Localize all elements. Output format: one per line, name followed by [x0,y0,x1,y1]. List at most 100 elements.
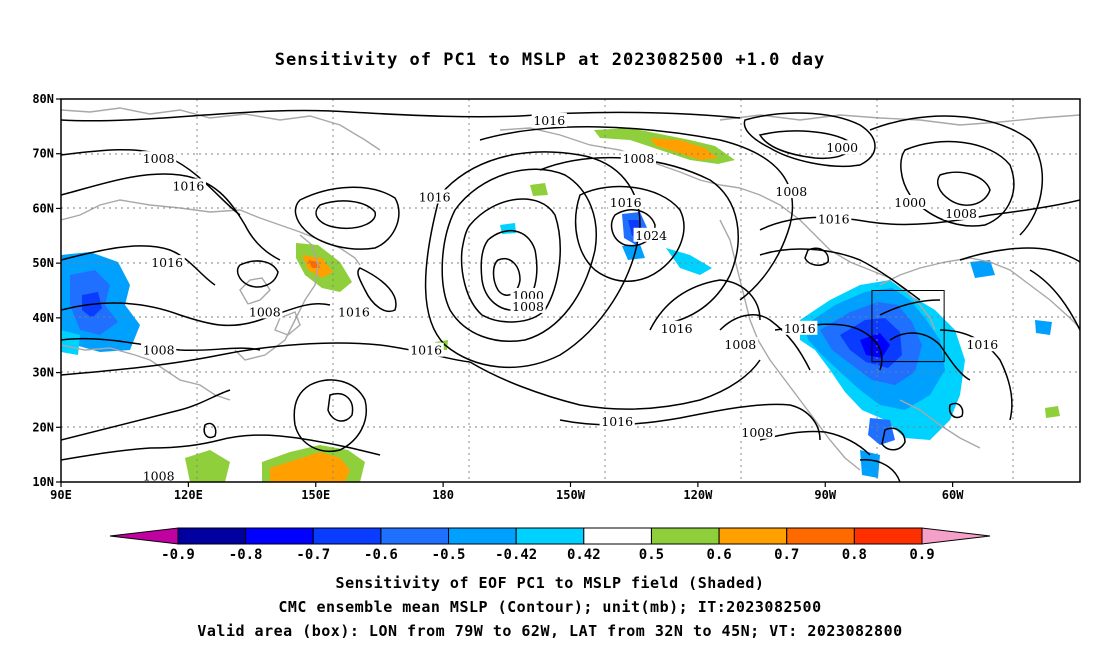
colorbar-segment [380,527,450,545]
colorbar-label: 0.7 [774,547,799,563]
colorbar-label: -0.5 [432,547,466,563]
colorbar-segment [448,527,517,545]
contour-label: 1008 [512,299,544,314]
contour-label-bg [722,337,758,352]
contour-label: 1008 [775,184,807,199]
colorbar-segment [177,527,247,545]
contour-label-bg [773,184,809,199]
colorbar-label: -0.9 [161,547,195,563]
lon-tick-label: 90E [50,488,72,502]
contour-label-bg [633,227,669,242]
contour-label: 1008 [945,206,977,221]
contour-label-bg [599,413,635,428]
colorbar: -0.9 -0.8 -0.7 -0.6 -0.5 -0.42 0.42 0.5 0.6 0.7 0.… [109,527,991,563]
contour-label-bg [510,287,546,302]
lat-tick-label: 80N [32,92,54,106]
colorbar-segment [312,527,382,545]
lon-tick-label: 180 [432,488,454,502]
contour-label-bg [824,140,860,155]
colorbar-label: 0.6 [706,547,731,563]
map-axes: 90E 120E 150E 180 150W 120W 90W 60W 80N 70N 60N 50N… [32,92,964,502]
contour-label: 1016 [419,189,451,204]
lon-tick-label: 150E [301,488,330,502]
contour-label: 1008 [623,151,655,166]
lon-tick-label: 120E [174,488,203,502]
lon-tick-label: 90W [814,488,836,502]
contour-label: 1016 [966,337,998,352]
contour-label-bg [892,194,928,209]
contour-label: 1016 [601,414,633,429]
contour-label-bg [408,342,444,357]
colorbar-segment [245,527,314,545]
colorbar-label: -0.7 [296,547,330,563]
colorbar-segment [786,527,855,545]
caption-line-1: Sensitivity of EOF PC1 to MSLP field (Sh… [335,574,765,592]
colorbar-segment [515,527,585,545]
lat-tick-label: 50N [32,256,54,270]
colorbar-label: 0.9 [909,547,934,563]
contour-label: 1016 [818,211,850,226]
contour-label-bg [964,337,1000,352]
contour-label-bg [141,151,177,166]
colorbar-label: -0.6 [364,547,398,563]
contour-label-bg [149,255,185,270]
contour-label-bg [659,320,695,335]
contour-label-bg [943,205,979,220]
colorbar-segment [718,527,788,545]
contour-label: 1016 [784,321,816,336]
lon-tick-label: 120W [683,488,713,502]
contour-label: 1000 [826,140,858,155]
lon-tick-label: 60W [942,488,964,502]
contour-label: 1008 [724,337,756,352]
contour-label-bg [620,151,657,166]
contour-label: 1016 [410,343,442,358]
colorbar-segment [583,527,652,545]
contour-labels: 1016 1008 1016 1008 1000 1008 1016 1016 1000 1008… [141,112,1000,484]
contour-label: 1008 [143,151,175,166]
colorbar-segment [650,527,720,545]
contour-label: 1008 [143,469,175,484]
contour-label-bg [141,468,177,482]
colorbar-segment [853,527,923,545]
colorbar-label: -0.42 [495,547,537,563]
colorbar-left-arrow [109,527,179,545]
contour-label-bg [531,112,567,127]
contour-label: 1016 [151,255,183,270]
colorbar-label: 0.5 [639,547,664,563]
contour-label: 1016 [172,179,204,194]
contour-label-bg [336,304,372,319]
lat-tick-label: 70N [32,147,54,161]
contour-label-bg [417,189,453,204]
contour-label-bg [141,342,177,357]
colorbar-label: -0.8 [229,547,263,563]
lat-tick-label: 30N [32,366,54,380]
contour-label: 1016 [338,304,370,319]
figure-title: Sensitivity of PC1 to MSLP at 2023082500… [274,50,826,70]
colorbar-right-arrow [921,527,991,545]
contour-label-bg [247,304,283,319]
lat-tick-label: 20N [32,420,54,434]
contour-label: 1024 [635,228,667,243]
contour-label-bg [608,194,644,209]
contour-label-bg [782,320,818,335]
valid-area-box [871,290,945,363]
contour-label: 1016 [610,195,642,210]
lat-tick-label: 60N [32,201,54,215]
contour-label-bg [170,178,206,193]
sensitivity-shading [61,128,1060,482]
contour-label: 1008 [249,304,281,319]
contour-label-bg [816,211,852,226]
contour-label: 1016 [661,321,693,336]
coastlines [61,107,1080,471]
caption-line-3: Valid area (box): LON from 79W to 62W, L… [197,622,903,640]
contour-label: 1008 [143,343,175,358]
contour-label: 1008 [741,425,773,440]
lat-tick-label: 40N [32,311,54,325]
contour-label: 1000 [894,195,926,210]
contour-label: 1016 [533,113,565,128]
colorbar-label: 0.42 [567,547,601,563]
lat-tick-label: 10N [32,475,54,489]
lon-tick-label: 150W [556,488,586,502]
colorbar-label: 0.8 [842,547,867,563]
